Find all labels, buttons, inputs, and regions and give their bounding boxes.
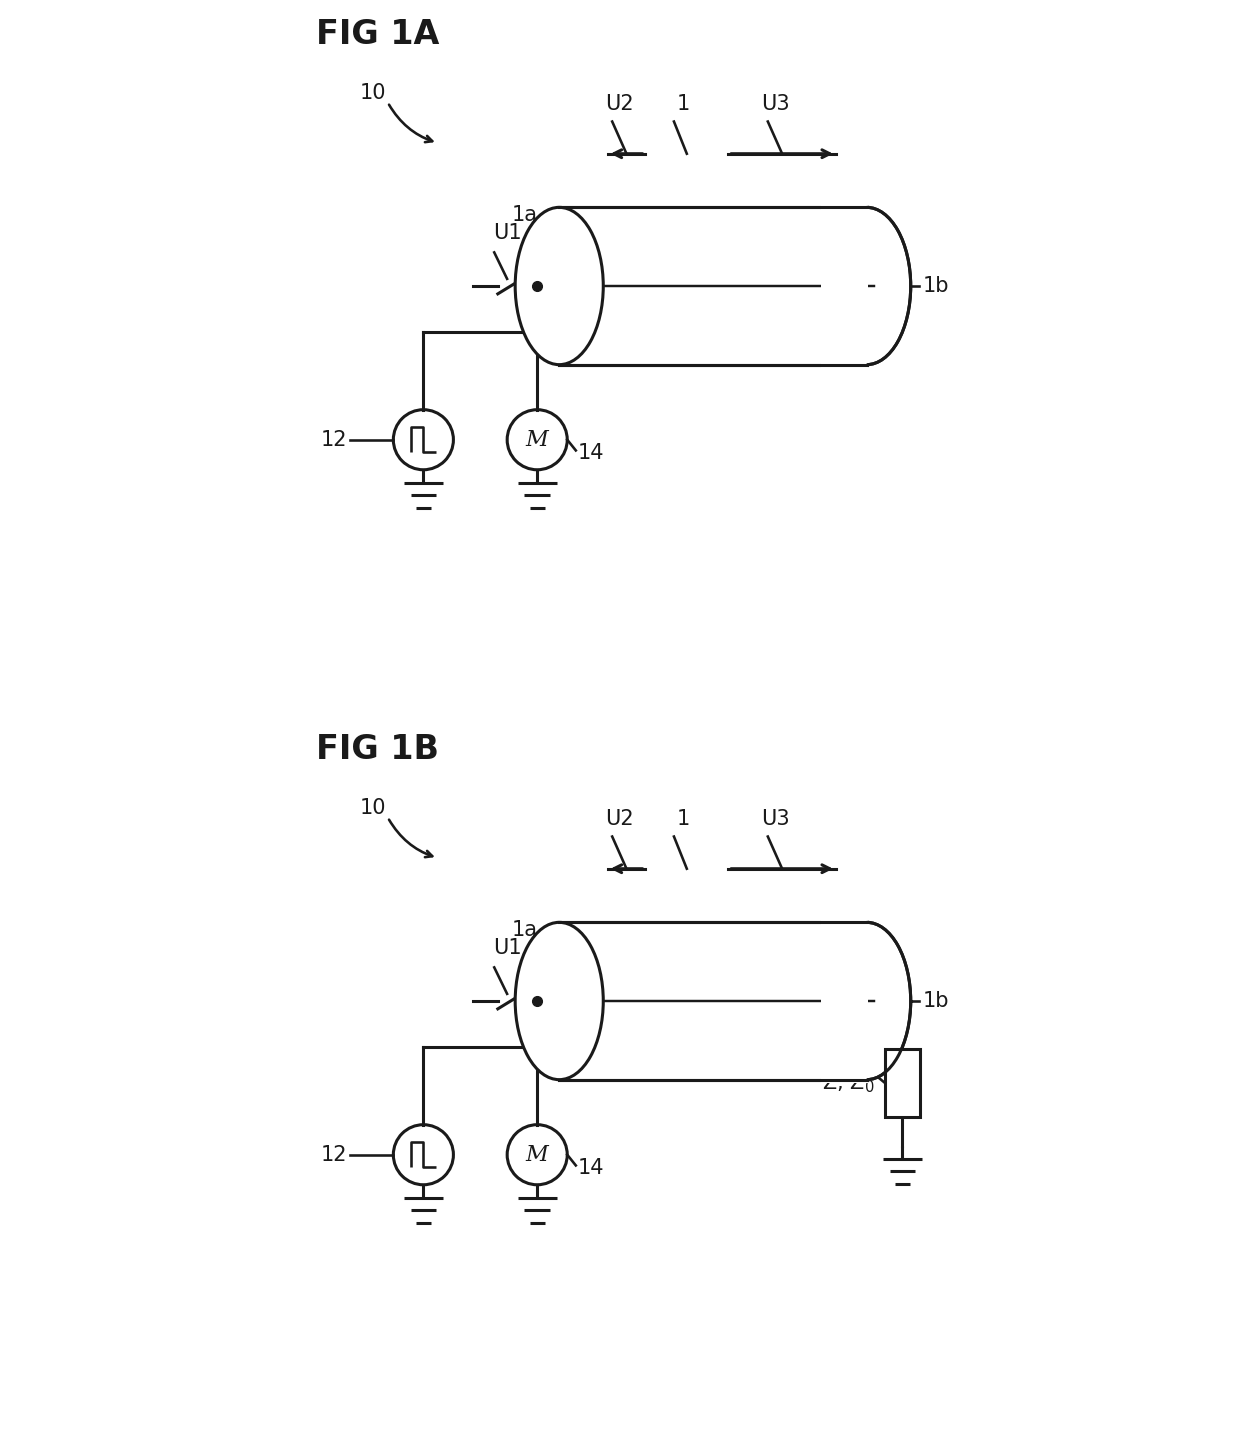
Text: 12: 12 [320,1145,347,1164]
Text: 12: 12 [320,430,347,449]
Text: 1b: 1b [923,991,950,1011]
Text: 1: 1 [677,809,689,829]
Text: Z, Z$_0$: Z, Z$_0$ [822,1071,874,1095]
Text: U2: U2 [605,809,634,829]
Text: FIG 1A: FIG 1A [316,17,439,51]
Text: U2: U2 [605,94,634,114]
Text: U3: U3 [760,809,790,829]
Text: 1a: 1a [512,919,538,940]
Ellipse shape [515,922,604,1080]
Text: 1b: 1b [923,276,950,296]
Text: 14: 14 [578,1158,604,1177]
Ellipse shape [822,922,910,1080]
Bar [559,207,867,365]
Text: FIG 1B: FIG 1B [316,732,439,766]
Text: M: M [526,429,548,450]
Text: U1: U1 [492,938,521,958]
Bar [559,922,867,1080]
Text: 1: 1 [677,94,689,114]
Text: U1: U1 [492,223,521,243]
Text: 10: 10 [360,798,387,818]
Bar [821,919,868,1084]
Text: 14: 14 [578,443,604,462]
Text: 1a: 1a [512,204,538,225]
Text: M: M [526,1144,548,1165]
Ellipse shape [822,207,910,365]
Bar [885,1050,920,1117]
Text: U3: U3 [760,94,790,114]
Ellipse shape [515,207,604,365]
Text: 10: 10 [360,83,387,103]
Bar [821,203,868,368]
